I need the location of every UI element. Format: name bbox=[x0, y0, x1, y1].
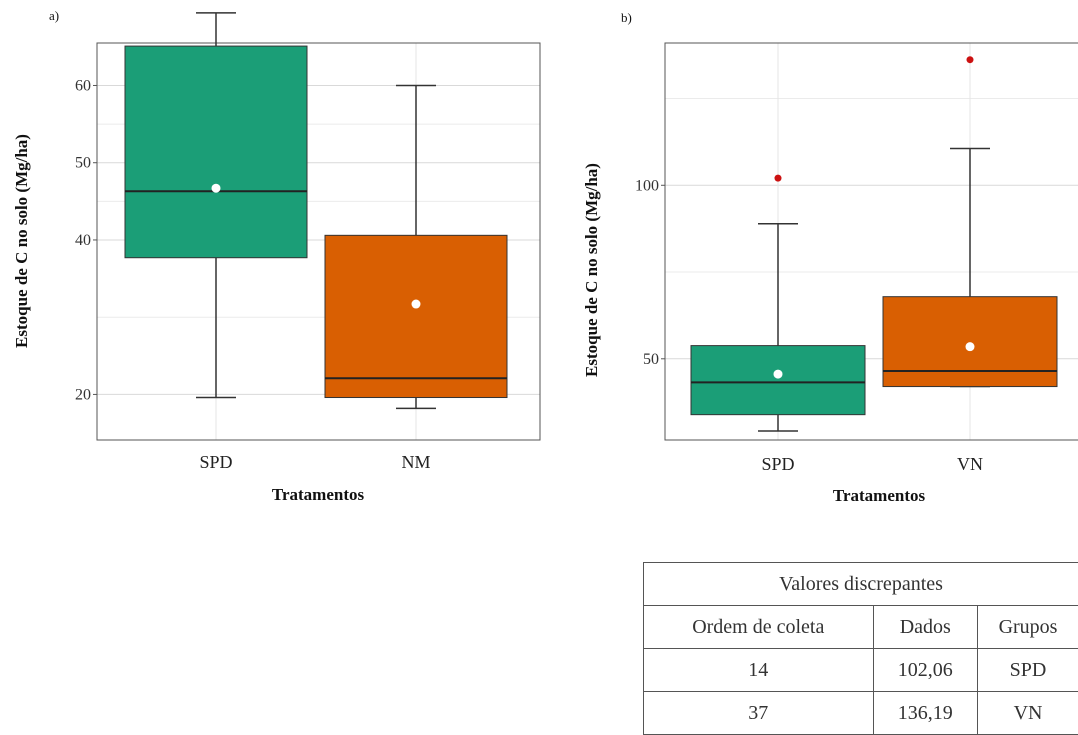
outlier-table-caption-row: Valores discrepantes bbox=[644, 563, 1078, 606]
mean-point bbox=[774, 370, 783, 379]
panel-b: b) 50 100 SPD VN Tratamentos Estoque de C n… bbox=[582, 10, 1078, 505]
y-tick-label: 50 bbox=[643, 351, 659, 368]
outlier-table-header-row: Ordem de coleta Dados Grupos bbox=[644, 606, 1078, 649]
box-nm bbox=[325, 235, 507, 397]
panel-b-marks bbox=[691, 56, 1057, 431]
mean-point bbox=[212, 184, 221, 193]
outlier-table-header: Dados bbox=[873, 606, 977, 649]
panel-b-tag: b) bbox=[621, 10, 632, 25]
y-tick-label: 60 bbox=[75, 77, 91, 94]
y-tick-label: 50 bbox=[75, 155, 91, 172]
table-cell: 37 bbox=[644, 692, 874, 735]
x-tick-label: SPD bbox=[199, 452, 232, 472]
table-cell: SPD bbox=[978, 649, 1078, 692]
table-cell: 136,19 bbox=[873, 692, 977, 735]
outlier-point bbox=[775, 175, 782, 182]
box-spd bbox=[691, 346, 865, 415]
panel-b-x-axis-label: Tratamentos bbox=[833, 486, 926, 505]
outlier-table-caption: Valores discrepantes bbox=[644, 563, 1078, 606]
outlier-point bbox=[967, 56, 974, 63]
table-row: 37 136,19 VN bbox=[644, 692, 1078, 735]
x-tick-label: VN bbox=[957, 454, 983, 474]
panel-a-y-axis-label: Estoque de C no solo (Mg/ha) bbox=[12, 134, 31, 348]
panel-b-y-axis-label: Estoque de C no solo (Mg/ha) bbox=[582, 163, 601, 377]
mean-point bbox=[966, 342, 975, 351]
table-cell: VN bbox=[978, 692, 1078, 735]
panel-a: a) 20 40 50 60 SPD NM Tratamentos Estoque de … bbox=[12, 8, 540, 504]
outlier-table: Valores discrepantes Ordem de coleta Dad… bbox=[643, 562, 1078, 735]
outlier-table-header: Grupos bbox=[978, 606, 1078, 649]
y-tick-label: 40 bbox=[75, 232, 91, 249]
panel-a-tag: a) bbox=[49, 8, 59, 23]
table-cell: 14 bbox=[644, 649, 874, 692]
panel-a-x-axis-label: Tratamentos bbox=[272, 485, 365, 504]
panel-a-marks bbox=[125, 13, 507, 408]
table-cell: 102,06 bbox=[873, 649, 977, 692]
y-tick-label: 100 bbox=[635, 177, 659, 194]
mean-point bbox=[412, 300, 421, 309]
box-spd bbox=[125, 46, 307, 258]
x-tick-label: NM bbox=[401, 452, 430, 472]
y-tick-label: 20 bbox=[75, 386, 91, 403]
box-vn bbox=[883, 297, 1057, 387]
outlier-table-header: Ordem de coleta bbox=[644, 606, 874, 649]
table-row: 14 102,06 SPD bbox=[644, 649, 1078, 692]
x-tick-label: SPD bbox=[761, 454, 794, 474]
